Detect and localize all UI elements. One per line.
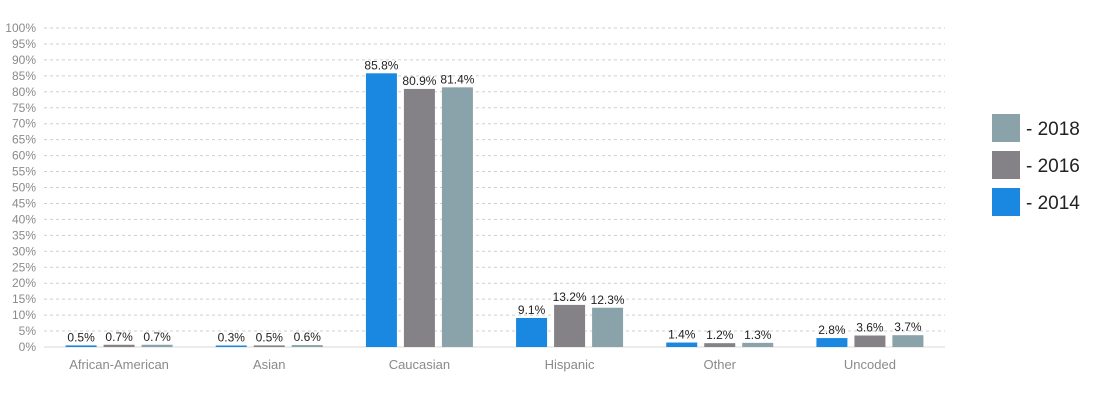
data-label: 9.1% (518, 303, 546, 317)
bar[interactable] (554, 304, 586, 347)
legend-swatch[interactable] (992, 114, 1020, 142)
bar[interactable] (253, 345, 285, 347)
y-tick-label: 70% (12, 117, 36, 131)
bar[interactable] (441, 87, 473, 348)
data-label: 0.6% (294, 330, 322, 344)
y-tick-label: 90% (12, 53, 36, 67)
data-label: 0.3% (218, 331, 246, 345)
y-axis: 0% 5% 10% 15% 20% 25% 30% 35% 40% 45%50% 55% 60% 65%… (5, 21, 36, 354)
bar[interactable] (403, 88, 435, 347)
legend-swatch[interactable] (992, 188, 1020, 216)
y-tick-label: 65% (12, 133, 36, 147)
data-label: 0.7% (143, 330, 171, 344)
bar[interactable] (666, 342, 698, 347)
y-tick-label: 60% (12, 149, 36, 163)
data-label: 80.9% (402, 74, 436, 88)
data-label: 85.8% (364, 58, 398, 72)
bar[interactable] (215, 345, 247, 348)
y-tick-label: 95% (12, 37, 36, 51)
bar[interactable] (892, 335, 924, 347)
y-tick-label: 50% (12, 181, 36, 195)
data-label: 2.8% (818, 323, 846, 337)
legend-swatch[interactable] (992, 151, 1020, 179)
data-label: 1.4% (668, 328, 696, 342)
y-tick-label: 100% (5, 21, 36, 35)
x-category-label: Caucasian (389, 357, 450, 372)
x-category-label: Hispanic (545, 357, 595, 372)
y-tick-label: 45% (12, 196, 36, 210)
y-tick-label: 35% (12, 228, 36, 242)
bar[interactable] (291, 345, 323, 347)
y-tick-label: 20% (12, 276, 36, 290)
y-tick-label: 85% (12, 69, 36, 83)
x-category-label: African-American (69, 357, 169, 372)
y-tick-label: 0% (19, 340, 37, 354)
x-category-label: Other (703, 357, 736, 372)
data-label: 3.7% (894, 320, 922, 334)
x-category-label: Uncoded (844, 357, 896, 372)
y-tick-label: 15% (12, 292, 36, 306)
data-label: 13.2% (553, 290, 587, 304)
bar[interactable] (365, 73, 397, 347)
bar[interactable] (816, 338, 848, 347)
y-tick-label: 75% (12, 101, 36, 115)
data-label: 0.7% (105, 330, 133, 344)
legend-label: - 2018 (1026, 119, 1080, 140)
y-tick-label: 55% (12, 165, 36, 179)
bar[interactable] (103, 344, 135, 347)
data-label: 3.6% (856, 321, 884, 335)
y-tick-label: 10% (12, 308, 36, 322)
y-tick-label: 40% (12, 212, 36, 226)
bar[interactable] (592, 307, 624, 347)
y-tick-label: 30% (12, 244, 36, 258)
bar[interactable] (742, 342, 774, 347)
legend-label: - 2016 (1026, 156, 1080, 177)
data-label: 81.4% (440, 72, 474, 86)
legend: - 2018 - 2016 - 2014 (992, 114, 1080, 216)
y-tick-label: 5% (19, 324, 37, 338)
data-label: 1.2% (706, 328, 734, 342)
grid-layer (44, 27, 945, 348)
legend-label: - 2014 (1026, 193, 1080, 214)
x-axis: African-American Asian Caucasian Hispanic Ot… (69, 357, 896, 372)
y-tick-label: 80% (12, 85, 36, 99)
data-label: 12.3% (591, 293, 625, 307)
bar[interactable] (516, 317, 548, 347)
data-label: 1.3% (744, 328, 772, 342)
bar[interactable] (141, 344, 173, 347)
bar[interactable] (704, 343, 736, 347)
bar[interactable] (65, 345, 97, 347)
y-tick-label: 25% (12, 260, 36, 274)
bars-layer: 0.5% 0.7% 0.7% 0.3% 0.5% 0.6% 85.8% 80.9% 81.4% 9… (65, 58, 924, 348)
data-label: 0.5% (67, 330, 95, 344)
bar[interactable] (854, 335, 886, 347)
x-category-label: Asian (253, 357, 286, 372)
data-label: 0.5% (256, 330, 284, 344)
